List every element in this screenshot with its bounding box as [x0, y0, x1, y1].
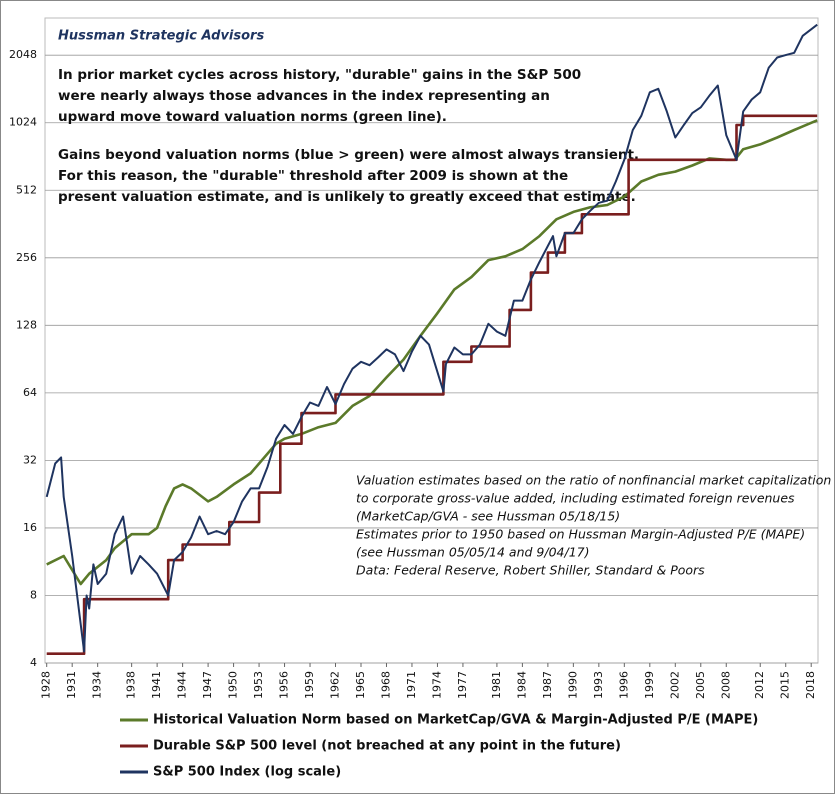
- x-tick-label: 1974: [430, 671, 443, 699]
- y-tick-label: 64: [23, 386, 37, 399]
- legend-label: S&P 500 Index (log scale): [153, 765, 341, 780]
- annotation-line: In prior market cycles across history, "…: [58, 67, 581, 83]
- x-tick-label: 1938: [125, 671, 138, 699]
- x-tick-label: 1990: [566, 671, 579, 699]
- x-tick-label: 2002: [668, 671, 681, 699]
- x-tick-label: 1999: [643, 671, 656, 699]
- x-tick-label: 1934: [91, 671, 104, 699]
- x-tick-label: 1977: [456, 671, 469, 699]
- y-tick-label: 32: [23, 453, 37, 466]
- note-line: Data: Federal Reserve, Robert Shiller, S…: [356, 563, 705, 578]
- x-tick-label: 1984: [515, 671, 528, 699]
- x-tick-label: 1965: [354, 671, 367, 699]
- x-tick-label: 2005: [694, 671, 707, 699]
- note-line: (see Hussman 05/05/14 and 9/04/17): [356, 545, 590, 560]
- x-tick-label: 1953: [252, 671, 265, 699]
- x-tick-label: 1959: [303, 671, 316, 699]
- x-tick-label: 1987: [541, 671, 554, 699]
- series-line: [46, 114, 818, 655]
- x-tick-label: 1962: [329, 671, 342, 699]
- y-tick-label: 2048: [9, 48, 37, 61]
- x-tick-label: 2018: [804, 671, 817, 699]
- y-tick-label: 512: [16, 183, 37, 196]
- x-tick-label: 2015: [779, 671, 792, 699]
- note-line: (MarketCap/GVA - see Hussman 05/18/15): [356, 509, 620, 524]
- annotation-line: were nearly always those advances in the…: [58, 88, 550, 104]
- x-tick-label: 1944: [176, 671, 189, 699]
- legend-label: Historical Valuation Norm based on Marke…: [153, 713, 758, 728]
- x-tick-label: 2012: [753, 671, 766, 699]
- note-line: Estimates prior to 1950 based on Hussman…: [356, 527, 805, 542]
- x-tick-label: 1931: [65, 671, 78, 699]
- x-tick-label: 1947: [201, 671, 214, 699]
- note-line: Valuation estimates based on the ratio o…: [356, 473, 831, 488]
- y-tick-label: 16: [23, 521, 37, 534]
- x-tick-label: 1928: [40, 671, 53, 699]
- y-tick-label: 256: [16, 251, 37, 264]
- x-tick-label: 1968: [379, 671, 392, 699]
- legend-label: Durable S&P 500 level (not breached at a…: [153, 739, 621, 754]
- y-tick-label: 8: [30, 588, 37, 601]
- y-tick-label: 1024: [9, 116, 37, 129]
- annotation-line: present valuation estimate, and is unlik…: [58, 189, 636, 205]
- y-tick-label: 4: [30, 656, 37, 669]
- annotation-line: Gains beyond valuation norms (blue > gre…: [58, 147, 639, 163]
- x-tick-label: 2008: [719, 671, 732, 699]
- x-tick-label: 1950: [227, 671, 240, 699]
- y-tick-label: 128: [16, 318, 37, 331]
- x-tick-label: 1996: [617, 671, 630, 699]
- note-line: to corporate gross-value added, includin…: [356, 491, 795, 506]
- x-tick-label: 1993: [592, 671, 605, 699]
- series-line: [45, 23, 818, 653]
- x-tick-label: 1971: [405, 671, 418, 699]
- x-tick-label: 1941: [150, 671, 163, 699]
- x-tick-label: 1981: [490, 671, 503, 699]
- x-tick-label: 1956: [278, 671, 291, 699]
- annotation-line: upward move toward valuation norms (gree…: [58, 109, 447, 125]
- annotation-line: For this reason, the "durable" threshold…: [58, 168, 568, 184]
- series-line: [46, 119, 818, 586]
- chart-title: Hussman Strategic Advisors: [58, 29, 264, 44]
